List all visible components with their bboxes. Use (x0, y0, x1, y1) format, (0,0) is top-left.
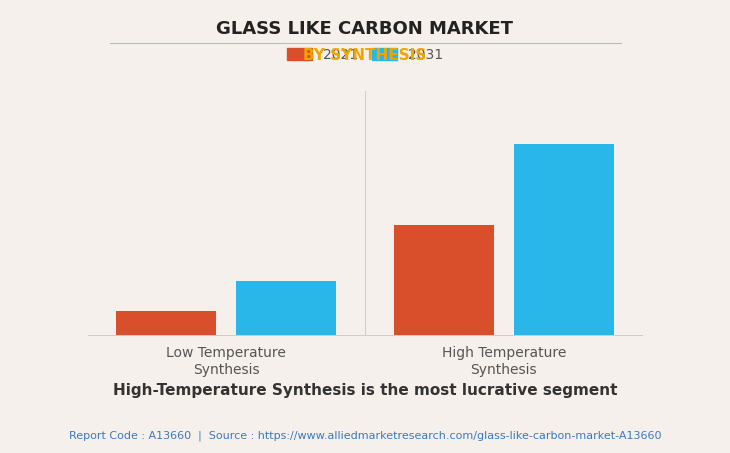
Text: GLASS LIKE CARBON MARKET: GLASS LIKE CARBON MARKET (217, 20, 513, 39)
Text: High-Temperature Synthesis is the most lucrative segment: High-Temperature Synthesis is the most l… (112, 383, 618, 398)
Bar (394, 225, 493, 335)
Legend: 2021, 2031: 2021, 2031 (283, 44, 447, 66)
Text: BY SYNTHESIS: BY SYNTHESIS (304, 48, 426, 63)
Bar (237, 281, 336, 335)
Bar (514, 145, 613, 335)
Bar (117, 311, 216, 335)
Text: Report Code : A13660  |  Source : https://www.alliedmarketresearch.com/glass-lik: Report Code : A13660 | Source : https://… (69, 430, 661, 441)
